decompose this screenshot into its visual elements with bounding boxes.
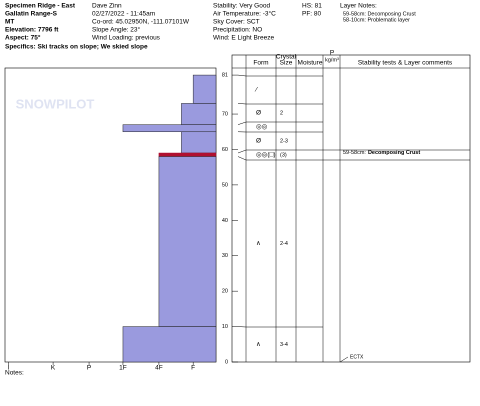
col-form: Form bbox=[253, 60, 268, 67]
header-site: Aspect: 75° bbox=[5, 34, 41, 42]
col-crystal: Crystal bbox=[276, 54, 297, 61]
col-moisture: Moisture bbox=[298, 60, 323, 67]
header-observer: 02/27/2022 - 11:45am bbox=[92, 11, 155, 18]
layer-link bbox=[237, 121, 247, 125]
form: ∧ bbox=[256, 341, 261, 348]
size: (3) bbox=[280, 152, 287, 158]
layer-link bbox=[237, 103, 247, 105]
form: ∧ bbox=[256, 240, 261, 247]
layer-bar bbox=[122, 326, 217, 363]
header-observer: Slope Angle: 23° bbox=[92, 26, 141, 34]
x-tick-label: 1F bbox=[119, 365, 127, 372]
header-site: MT bbox=[5, 19, 14, 26]
specifics: Specifics: Ski tracks on slope; We skied… bbox=[5, 44, 148, 51]
notes: Notes: bbox=[5, 370, 24, 377]
comment-text: Decomposing Crust bbox=[368, 150, 420, 156]
size: 2 bbox=[280, 110, 283, 116]
col-p: P bbox=[330, 50, 334, 57]
y-tick-label: 30 bbox=[222, 253, 228, 259]
y-tick-label: 70 bbox=[222, 112, 228, 118]
header-observer: Dave Zinn bbox=[92, 3, 122, 10]
y-tick-label: 50 bbox=[222, 182, 228, 188]
header-site: Gallatin Range-S bbox=[5, 11, 58, 18]
y-tick-label: 81 bbox=[222, 73, 228, 79]
header-site: Elevation: 7796 ft bbox=[5, 27, 59, 34]
test-link bbox=[339, 356, 349, 363]
header-weather: Precipitation: NO bbox=[213, 27, 262, 34]
y-tick-label: 20 bbox=[222, 289, 228, 295]
layer-bar bbox=[181, 103, 217, 125]
header-site: Specimen Ridge - East bbox=[5, 3, 76, 10]
layer-note: 59-58cm: Decomposing Crust bbox=[343, 11, 416, 17]
y-tick-label: 10 bbox=[222, 324, 228, 330]
form: ◎◎ bbox=[256, 124, 268, 131]
form: Ø bbox=[256, 110, 261, 117]
layer-bar bbox=[158, 156, 217, 327]
header-observer: Wind Loading: previous bbox=[92, 35, 161, 42]
size: 2-4 bbox=[280, 241, 288, 247]
y-tick-label: 60 bbox=[222, 147, 228, 153]
form: ◎◎(□) bbox=[256, 152, 276, 159]
comment-depth: 59-58cm: bbox=[343, 150, 366, 156]
header-snow: HS: 81 bbox=[302, 3, 322, 10]
x-tick-label: 4F bbox=[155, 365, 163, 372]
test: ECTX bbox=[350, 354, 364, 360]
comment: 59-58cm: Decomposing Crust bbox=[343, 150, 420, 156]
x-tick-label: K bbox=[51, 365, 56, 372]
watermark: SNOWPILOT bbox=[16, 96, 95, 111]
x-tick-label: F bbox=[191, 365, 195, 372]
header-weather: Stability: Very Good bbox=[213, 3, 270, 10]
form: ⁄ bbox=[254, 87, 258, 94]
header-weather: Air Temperature: -3°C bbox=[213, 10, 276, 18]
col-density: kg/m³ bbox=[325, 57, 339, 63]
header-snow: PF: 80 bbox=[302, 11, 322, 18]
layer-bar bbox=[192, 74, 217, 104]
layer-note: 58-10cm: Problematic layer bbox=[343, 17, 410, 23]
header-weather: Wind: E Light Breeze bbox=[213, 35, 274, 42]
layer-link bbox=[237, 156, 247, 161]
size: 2-3 bbox=[280, 138, 288, 144]
x-tick-label: P bbox=[87, 365, 91, 372]
y-tick-label: 0 bbox=[225, 359, 228, 365]
layer-link bbox=[237, 74, 247, 77]
col-size: Size bbox=[280, 60, 293, 67]
y-tick-label: 40 bbox=[222, 218, 228, 224]
size: 3-4 bbox=[280, 342, 288, 348]
layer-bar bbox=[122, 124, 217, 133]
header-weather: Sky Cover: SCT bbox=[213, 19, 260, 26]
form: Ø bbox=[256, 138, 261, 145]
layer-notes-title: Layer Notes: bbox=[340, 3, 377, 10]
layer-bar bbox=[181, 131, 217, 154]
table-frame bbox=[231, 54, 471, 363]
col-stability: Stability tests & Layer comments bbox=[358, 60, 453, 67]
header-observer: Co-ord: 45.02950N, -111.07101W bbox=[92, 19, 190, 26]
layer-bar bbox=[158, 152, 217, 157]
layer-link bbox=[237, 149, 247, 154]
x-tick-label: I bbox=[8, 365, 10, 372]
